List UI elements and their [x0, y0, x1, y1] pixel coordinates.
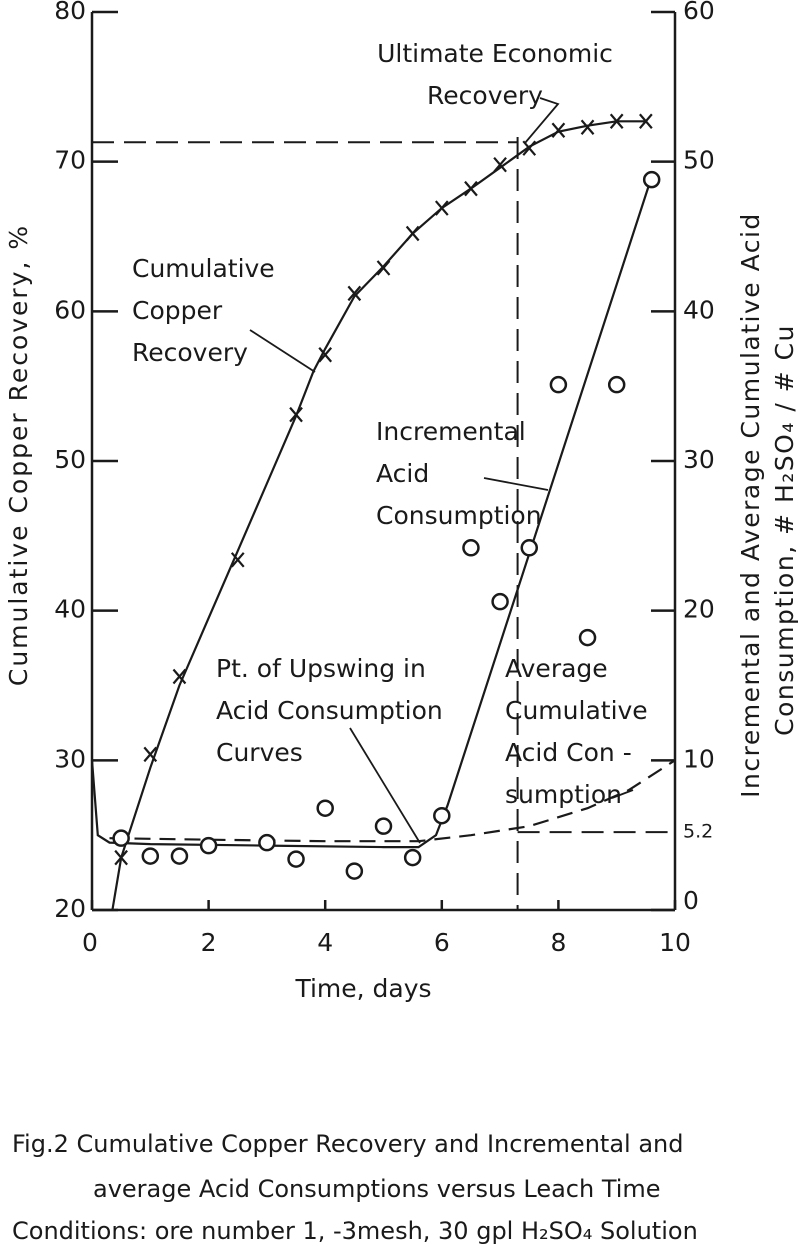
annotation: Consumption — [376, 501, 542, 530]
x-marker — [347, 285, 362, 302]
annotation-arrow — [349, 727, 421, 844]
annotation-arrow — [611, 789, 634, 799]
circle-marker — [549, 375, 568, 394]
annotation: Cumulative — [132, 254, 275, 283]
circle-marker — [491, 592, 509, 611]
x-tick-label: 4 — [317, 928, 333, 957]
annotation: Average — [505, 654, 608, 683]
x-marker — [376, 260, 391, 276]
x-marker — [639, 113, 653, 129]
y2-tick-label: 10 — [683, 744, 715, 773]
y2-tick-label: 20 — [683, 595, 715, 624]
x-marker — [114, 849, 128, 866]
x-marker — [464, 180, 478, 197]
x-tick-label: 2 — [201, 928, 217, 957]
x-marker — [289, 406, 303, 423]
circle-marker — [374, 817, 393, 835]
y-tick-label: 60 — [54, 295, 86, 324]
circle-marker — [316, 799, 334, 817]
y2-axis-label: Consumption, # H₂SO₄ / # Cu — [770, 324, 799, 736]
annotation: Acid — [376, 459, 429, 488]
circle-marker — [433, 806, 451, 825]
x-tick-label: 10 — [659, 928, 691, 957]
annotation: Pt. of Upswing in — [216, 654, 426, 683]
x-marker — [493, 156, 507, 173]
annotation: Curves — [216, 738, 303, 767]
annotation-arrow — [249, 329, 316, 373]
annotation: Acid Consumption — [216, 696, 443, 725]
x-marker — [434, 200, 449, 216]
x-marker — [405, 225, 420, 242]
caption: Fig.2 Cumulative Copper Recovery and Inc… — [12, 1130, 683, 1158]
y-tick-label: 20 — [54, 894, 86, 923]
y2-tick-label: 30 — [683, 445, 715, 474]
circle-marker — [403, 848, 422, 867]
y2-tick-label: 60 — [683, 0, 715, 25]
circle-marker — [607, 375, 626, 394]
x-axis-label: Time, days — [294, 974, 431, 1003]
y-tick-label: 80 — [54, 0, 86, 25]
annotation: Ultimate Economic — [377, 39, 613, 68]
y-tick-label: 70 — [54, 146, 86, 175]
annotation: Cumulative — [505, 696, 648, 725]
x-marker — [172, 668, 187, 685]
y2-tick-label: 40 — [683, 295, 715, 324]
circle-marker — [578, 628, 597, 647]
circle-marker — [462, 539, 480, 557]
x-tick-label: 0 — [82, 928, 98, 957]
x-marker — [609, 113, 624, 129]
x-marker — [318, 347, 333, 363]
y-tick-label: 50 — [54, 445, 86, 474]
circle-marker — [258, 833, 276, 852]
y2-axis-label: Incremental and Average Cumulative Acid — [736, 212, 765, 798]
caption: average Acid Consumptions versus Leach T… — [93, 1175, 661, 1203]
annotation: Copper — [132, 296, 223, 325]
x-marker — [551, 122, 566, 138]
circle-marker — [141, 847, 160, 865]
annotation: Recovery — [427, 81, 543, 110]
circle-marker — [287, 850, 305, 868]
y2-tick-label: 5.2 — [683, 821, 713, 843]
annotation-arrow — [483, 477, 549, 491]
circle-marker — [642, 170, 661, 189]
y-axis-label: Cumulative Copper Recovery, % — [4, 224, 33, 686]
annotation-arrow — [524, 97, 560, 144]
x-marker — [522, 140, 537, 156]
fit-curve — [111, 120, 646, 911]
x-marker — [230, 552, 245, 568]
x-marker — [143, 746, 158, 763]
circle-marker — [199, 836, 218, 855]
y2-tick-label: 50 — [683, 146, 715, 175]
annotation: Recovery — [132, 338, 248, 367]
circle-marker — [112, 829, 130, 847]
x-tick-label: 6 — [434, 928, 450, 957]
circle-marker — [345, 862, 364, 880]
y-tick-label: 30 — [54, 744, 86, 773]
circle-marker — [520, 539, 538, 557]
y2-tick-label: 0 — [683, 886, 699, 915]
x-tick-label: 8 — [550, 928, 566, 957]
caption: Conditions: ore number 1, -3mesh, 30 gpl… — [12, 1217, 698, 1245]
y-tick-label: 40 — [54, 595, 86, 624]
annotation: Incremental — [376, 417, 526, 446]
circle-marker — [170, 847, 189, 865]
x-marker — [580, 119, 595, 135]
annotation: sumption — [505, 780, 622, 809]
annotation: Acid Con - — [505, 738, 632, 767]
